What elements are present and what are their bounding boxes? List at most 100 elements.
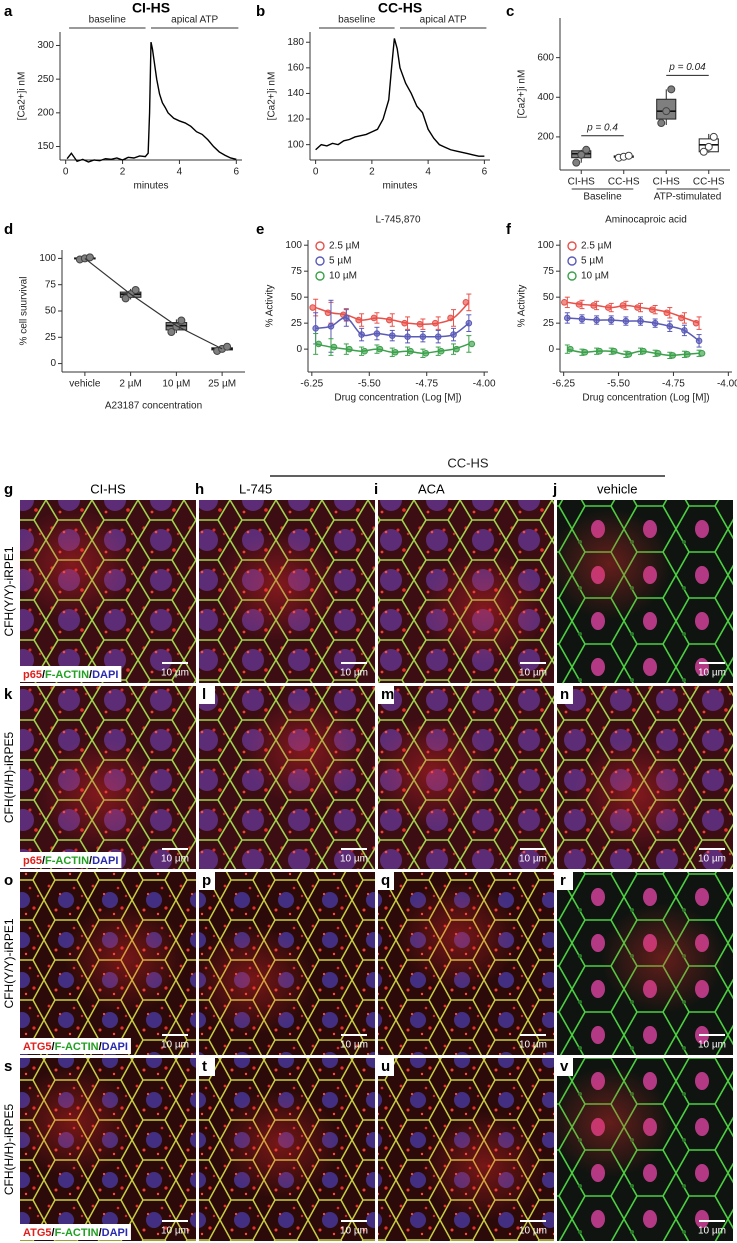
fit-curve: [315, 343, 470, 355]
column-title: L-745: [239, 481, 272, 496]
chart-title: L-745,870: [375, 215, 420, 226]
letter-bg: [557, 1058, 573, 1076]
row-label: CFH(Y/Y)-iRPE1: [2, 918, 16, 1008]
scale-bar-label: 10 µm: [698, 854, 726, 865]
stain-part: /: [89, 669, 92, 681]
x-tick-label: -4.75: [662, 379, 685, 390]
point: [582, 145, 591, 154]
panel-letter: o: [4, 872, 13, 889]
annotation: apical ATP: [420, 15, 467, 26]
point: [167, 328, 176, 337]
point: [309, 304, 316, 311]
group-label: Baseline: [583, 192, 622, 203]
stain-part: F-ACTIN: [55, 1227, 99, 1239]
scale-bar-label: 10 µm: [519, 668, 547, 679]
y-tick-label: 140: [287, 88, 304, 99]
micrograph-haze: [601, 903, 725, 1013]
x-tick-label: CC-HS: [608, 177, 640, 188]
scale-bar-label: 10 µm: [519, 854, 547, 865]
stain-part: DAPI: [92, 669, 118, 681]
x-tick-label: -4.00: [717, 379, 737, 390]
x-axis-label: Drug concentration (Log [M]): [334, 393, 461, 404]
point: [177, 316, 186, 325]
panel-letter: k: [4, 686, 13, 703]
annotation: apical ATP: [171, 15, 218, 26]
significance-label: p = 0.04: [668, 62, 706, 73]
scale-bar-label: 10 µm: [161, 854, 189, 865]
panel-letter: p: [202, 872, 211, 889]
y-tick-label: 75: [45, 279, 57, 290]
y-tick-label: 400: [537, 92, 554, 103]
column-title: CI-HS: [90, 481, 126, 496]
scale-bar-label: 10 µm: [340, 668, 368, 679]
scale-bar-label: 10 µm: [340, 854, 368, 865]
annotation: baseline: [89, 15, 127, 26]
scale-bar-label: 10 µm: [519, 1226, 547, 1237]
legend-label: 2.5 µM: [581, 241, 612, 252]
y-axis-label: % Activity: [265, 285, 276, 328]
stain-label: ATG5/F-ACTIN/DAPI: [23, 1041, 128, 1053]
median-line: [84, 257, 223, 350]
y-tick-label: 75: [543, 266, 555, 277]
stain-part: /: [99, 1227, 102, 1239]
x-tick-label: 0: [63, 167, 69, 178]
stain-part: DAPI: [102, 1227, 128, 1239]
stain-part: F-ACTIN: [55, 1041, 99, 1053]
y-tick-label: 120: [287, 114, 304, 125]
legend-label: 5 µM: [581, 256, 603, 267]
x-tick-label: -5.50: [358, 379, 381, 390]
scale-bar-label: 10 µm: [698, 1040, 726, 1051]
scale-bar-label: 10 µm: [340, 1040, 368, 1051]
panel-letter: u: [381, 1058, 390, 1075]
panel-letter: n: [560, 686, 569, 703]
point: [577, 150, 586, 159]
scale-bar-label: 10 µm: [698, 1226, 726, 1237]
x-axis-label: minutes: [133, 181, 168, 192]
legend-marker: [315, 271, 325, 281]
y-tick-label: 600: [537, 52, 554, 63]
point: [468, 340, 476, 348]
stain-part: ATG5: [23, 1227, 52, 1239]
scale-bar-label: 10 µm: [161, 668, 189, 679]
fit-curve: [315, 301, 470, 325]
panel-letter: f: [506, 221, 512, 238]
stain-part: /: [99, 1041, 102, 1053]
point: [657, 119, 666, 128]
panel-letter: i: [374, 481, 378, 498]
micrograph-haze: [422, 553, 546, 663]
y-axis-label: [Ca2+]i nM: [17, 72, 28, 121]
x-tick-label: -6.25: [552, 379, 575, 390]
column-title: vehicle: [597, 481, 637, 496]
panel-letter: q: [381, 872, 390, 889]
legend-label: 5 µM: [329, 256, 351, 267]
micrograph-haze: [37, 739, 161, 849]
chart-title: CI-HS: [132, 0, 170, 16]
stain-part: p65: [23, 669, 42, 681]
legend-label: 10 µM: [329, 271, 357, 282]
significance-label: p = 0.4: [586, 122, 618, 133]
y-tick-label: 25: [45, 332, 57, 343]
micrograph-haze: [369, 717, 493, 827]
row-label: CFH(H/H)-iRPE5: [2, 732, 16, 824]
point: [223, 342, 232, 351]
x-axis-label: minutes: [382, 181, 417, 192]
panel-letter: r: [560, 872, 566, 889]
y-tick-label: 100: [39, 253, 56, 264]
point: [561, 299, 568, 306]
legend-label: 10 µM: [581, 271, 609, 282]
point: [704, 142, 713, 151]
micrograph-haze: [216, 1089, 340, 1199]
stain-part: F-ACTIN: [45, 855, 89, 867]
point: [698, 349, 706, 357]
fit-curve: [567, 348, 700, 357]
stain-part: F-ACTIN: [45, 669, 89, 681]
stain-part: /: [42, 669, 45, 681]
y-tick-label: 75: [291, 266, 303, 277]
stain-bg: [20, 666, 122, 682]
annotation: baseline: [338, 15, 376, 26]
y-tick-label: 180: [287, 37, 304, 48]
y-tick-label: 200: [37, 107, 54, 118]
micrograph-haze: [422, 1111, 546, 1221]
y-axis-label: % cell suurvival: [19, 277, 30, 346]
micrograph-haze: [11, 1067, 135, 1177]
